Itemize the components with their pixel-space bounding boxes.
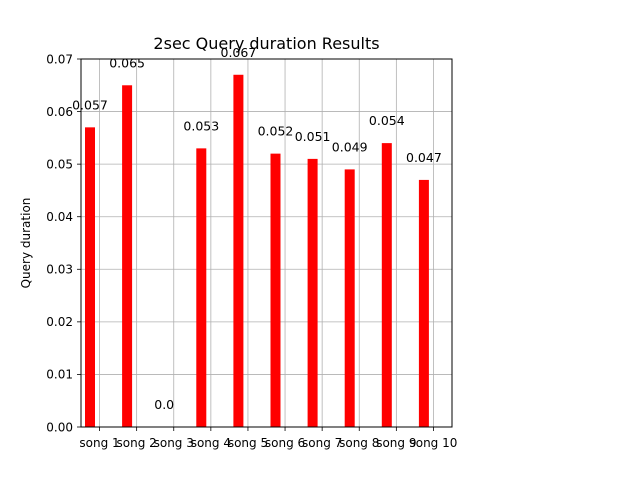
y-tick-label: 0.04: [46, 210, 73, 224]
data-label: 0.057: [72, 97, 108, 112]
x-tick-label: song 10: [409, 436, 457, 450]
plot-frame: [80, 58, 453, 428]
y-tick-label: 0.01: [46, 368, 73, 382]
data-label: 0.054: [369, 113, 405, 128]
bar: [85, 127, 95, 427]
x-tick-label: song 3: [154, 436, 194, 450]
bar: [381, 143, 392, 427]
bar: [418, 179, 429, 427]
bar: [122, 85, 133, 428]
y-axis-label: Query duration: [19, 198, 33, 289]
y-tick-label: 0.00: [46, 420, 73, 434]
y-tick-label: 0.07: [46, 52, 73, 66]
x-tick-label: song 6: [265, 436, 305, 450]
bar: [196, 148, 207, 427]
data-label: 0.053: [183, 118, 219, 133]
data-label: 0.052: [258, 124, 294, 139]
y-tick-label: 0.06: [46, 105, 73, 119]
bar: [270, 153, 281, 427]
y-axis-ticks: 0.00 0.01 0.02 0.03 0.04 0.05 0.06 0.07: [46, 52, 81, 434]
data-label: 0.047: [406, 150, 442, 165]
x-tick-label: song 2: [117, 436, 157, 450]
x-tick-label: song 7: [302, 436, 342, 450]
data-label: 0.049: [332, 139, 368, 154]
x-tick-label: song 9: [376, 436, 416, 450]
x-tick-label: song 4: [191, 436, 231, 450]
y-tick-label: 0.03: [46, 263, 73, 277]
data-label: 0.067: [221, 45, 257, 60]
y-tick-label: 0.05: [46, 157, 73, 171]
chart-title: 2sec Query duration Results: [153, 34, 379, 53]
grid: [81, 58, 452, 428]
data-label: 0.0: [154, 397, 174, 412]
x-tick-label: song 5: [228, 436, 268, 450]
bar: [233, 74, 244, 428]
bars: [85, 74, 429, 428]
x-tick-label: song 1: [79, 436, 119, 450]
y-tick-label: 0.02: [46, 315, 73, 329]
data-label: 0.065: [109, 55, 145, 70]
bar: [344, 169, 355, 427]
data-label: 0.051: [295, 129, 331, 144]
bar: [307, 158, 318, 427]
x-tick-label: song 8: [339, 436, 379, 450]
